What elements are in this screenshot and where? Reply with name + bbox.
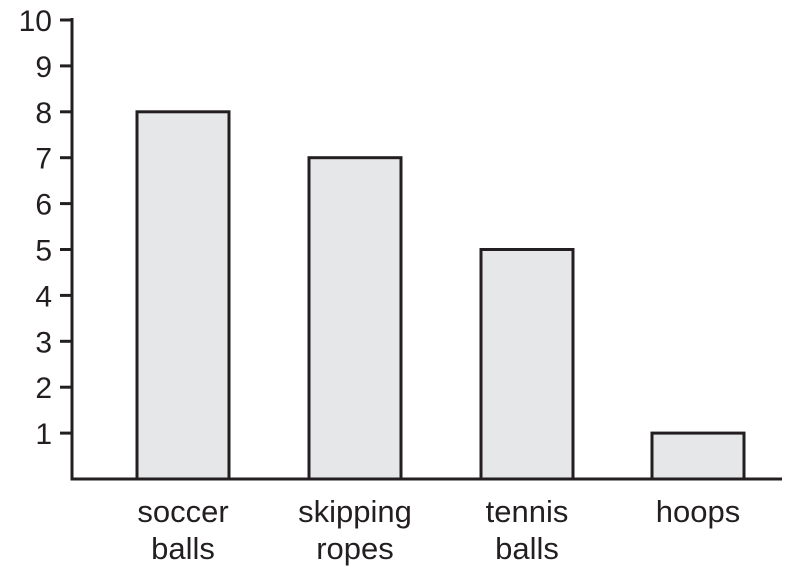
category-label-3: hoops [656,494,740,529]
y-tick-label: 3 [35,326,52,359]
y-tick-label: 1 [35,418,52,451]
bar-0 [135,110,231,481]
category-label-line: ropes [316,531,394,566]
bar-2 [479,248,575,481]
category-label-2: tennis balls [486,494,569,566]
bar-1 [307,156,403,481]
category-label-line: hoops [656,494,740,529]
bars-group [135,110,746,481]
category-label-line: balls [151,531,215,566]
category-label-line: soccer [137,494,228,529]
bar-3 [650,431,746,481]
y-tick-label: 7 [35,143,52,176]
y-tick-label: 10 [19,5,52,38]
category-label-0: soccer balls [137,494,228,566]
y-tick-label: 4 [35,280,52,313]
y-tick-label: 6 [35,189,52,222]
y-tick-label: 5 [35,235,52,268]
y-ticks-group: 1 2 3 4 5 6 7 8 9 10 [19,5,72,451]
category-label-line: skipping [298,494,412,529]
category-label-line: tennis [486,494,569,529]
category-label-1: skipping ropes [298,494,412,566]
category-label-line: balls [495,531,559,566]
y-tick-label: 8 [35,97,52,130]
y-tick-label: 2 [35,372,52,405]
y-tick-label: 9 [35,51,52,84]
